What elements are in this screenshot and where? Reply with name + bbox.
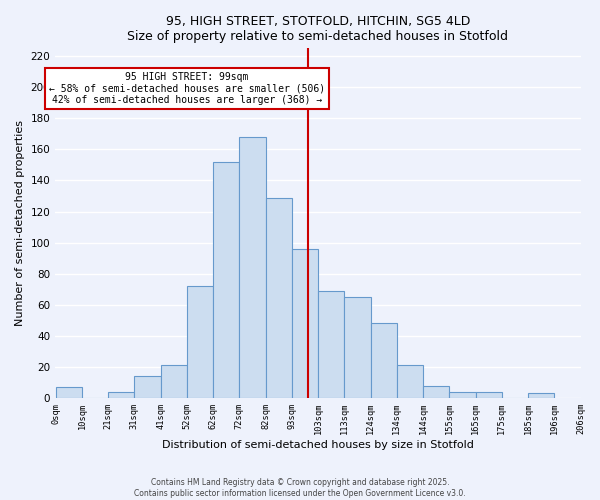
Title: 95, HIGH STREET, STOTFOLD, HITCHIN, SG5 4LD
Size of property relative to semi-de: 95, HIGH STREET, STOTFOLD, HITCHIN, SG5 … [127,15,508,43]
Bar [134,376,161,398]
Bar [239,137,266,398]
Bar [344,297,371,398]
Bar [292,249,318,398]
Bar [423,386,449,398]
Bar [397,366,423,398]
Bar [187,286,213,398]
Bar [56,387,82,398]
Text: 95 HIGH STREET: 99sqm
← 58% of semi-detached houses are smaller (506)
42% of sem: 95 HIGH STREET: 99sqm ← 58% of semi-deta… [49,72,325,105]
Bar [528,394,554,398]
Bar [371,324,397,398]
Bar [318,291,344,398]
Bar [161,366,187,398]
Text: Contains HM Land Registry data © Crown copyright and database right 2025.
Contai: Contains HM Land Registry data © Crown c… [134,478,466,498]
Bar [266,198,292,398]
Bar [449,392,476,398]
X-axis label: Distribution of semi-detached houses by size in Stotfold: Distribution of semi-detached houses by … [162,440,474,450]
Y-axis label: Number of semi-detached properties: Number of semi-detached properties [15,120,25,326]
Bar [476,392,502,398]
Bar [213,162,239,398]
Bar [108,392,134,398]
